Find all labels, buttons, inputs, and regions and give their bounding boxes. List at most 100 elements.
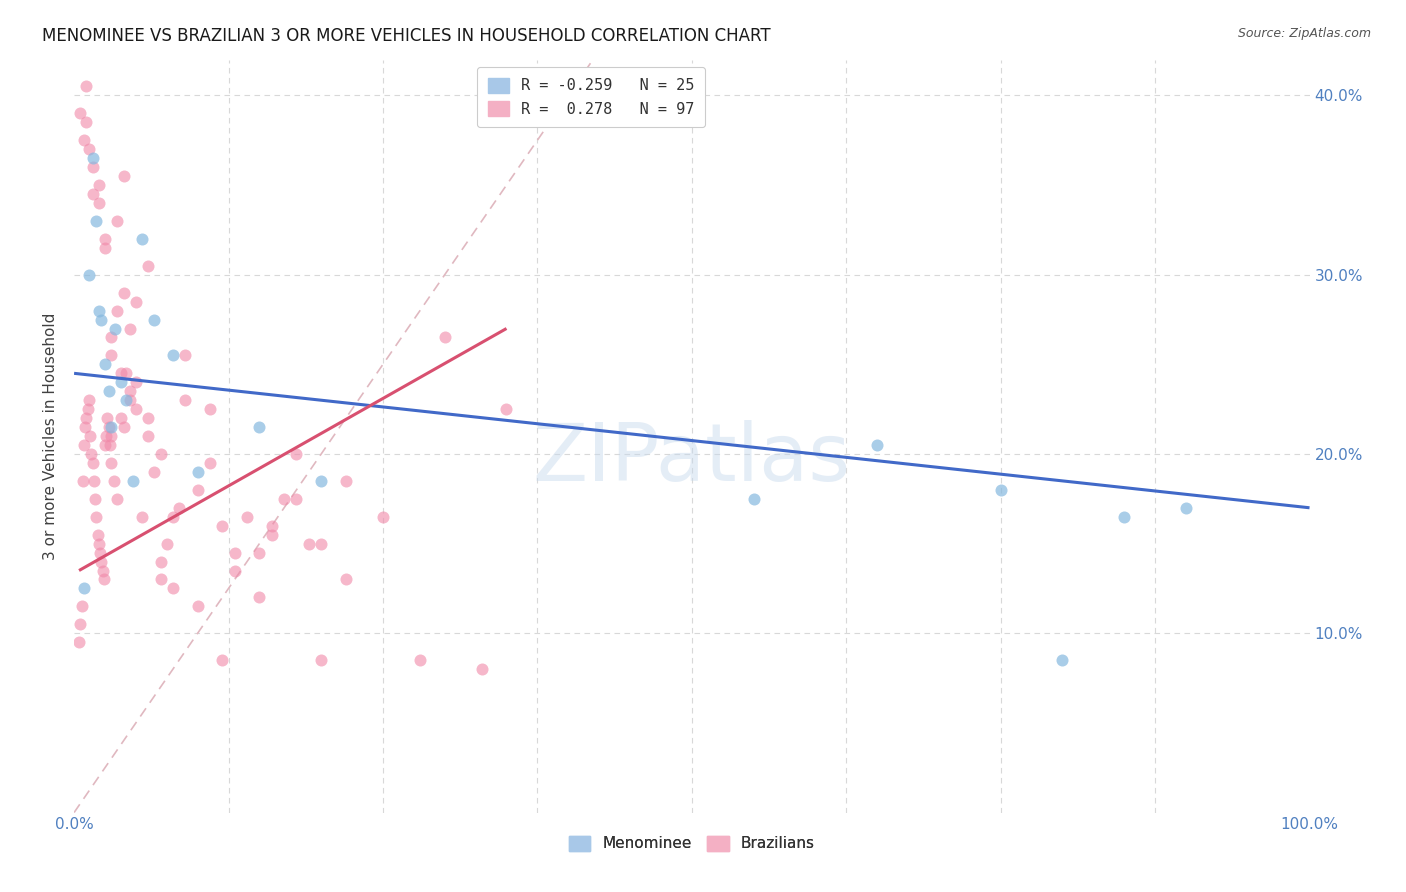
Point <box>67 635 90 649</box>
Point <box>236 509 259 524</box>
Point <box>75 115 97 129</box>
Point <box>174 393 197 408</box>
Point <box>224 546 246 560</box>
Point <box>90 555 112 569</box>
Point <box>86 214 108 228</box>
Point <box>110 376 132 390</box>
Point <box>83 474 105 488</box>
Point <box>118 393 141 408</box>
Point <box>125 376 148 390</box>
Point <box>866 438 889 452</box>
Point <box>69 617 91 632</box>
Point <box>86 509 108 524</box>
Text: Source: ZipAtlas.com: Source: ZipAtlas.com <box>1237 27 1371 40</box>
Point <box>136 259 159 273</box>
Point <box>77 393 100 408</box>
Point <box>260 518 283 533</box>
Point <box>86 527 108 541</box>
Point <box>112 169 135 183</box>
Point <box>131 509 153 524</box>
Point <box>79 429 101 443</box>
Point <box>122 474 145 488</box>
Point <box>96 411 118 425</box>
Point <box>247 591 270 605</box>
Point <box>82 187 104 202</box>
Point <box>335 474 357 488</box>
Point <box>100 420 122 434</box>
Point <box>247 546 270 560</box>
Point <box>77 268 100 282</box>
Point <box>409 653 432 667</box>
Point <box>187 483 209 497</box>
Point <box>143 312 166 326</box>
Point <box>495 402 517 417</box>
Point <box>433 330 456 344</box>
Point <box>87 178 110 192</box>
Point <box>211 518 233 533</box>
Point <box>162 509 184 524</box>
Point <box>309 536 332 550</box>
Point <box>187 465 209 479</box>
Point <box>94 438 117 452</box>
Point <box>87 536 110 550</box>
Point <box>97 384 120 399</box>
Point <box>371 509 394 524</box>
Point <box>285 447 308 461</box>
Point <box>309 474 332 488</box>
Point <box>76 402 98 417</box>
Point <box>93 573 115 587</box>
Point <box>156 536 179 550</box>
Point <box>96 429 118 443</box>
Point <box>80 447 103 461</box>
Point <box>115 367 138 381</box>
Point <box>75 79 97 94</box>
Point <box>97 420 120 434</box>
Point <box>70 599 93 614</box>
Point <box>273 491 295 506</box>
Point <box>1114 509 1136 524</box>
Point <box>115 393 138 408</box>
Point <box>125 294 148 309</box>
Point <box>136 429 159 443</box>
Point <box>1052 653 1074 667</box>
Point <box>167 500 190 515</box>
Point <box>72 474 94 488</box>
Point <box>82 151 104 165</box>
Text: MENOMINEE VS BRAZILIAN 3 OR MORE VEHICLES IN HOUSEHOLD CORRELATION CHART: MENOMINEE VS BRAZILIAN 3 OR MORE VEHICLE… <box>42 27 770 45</box>
Point <box>100 330 122 344</box>
Point <box>94 241 117 255</box>
Text: ZIPatlas: ZIPatlas <box>533 419 851 498</box>
Point <box>211 653 233 667</box>
Point <box>73 582 96 596</box>
Point <box>90 312 112 326</box>
Point <box>91 564 114 578</box>
Point <box>143 465 166 479</box>
Point <box>75 411 97 425</box>
Point <box>471 662 494 676</box>
Point <box>187 599 209 614</box>
Point <box>73 133 96 147</box>
Point <box>105 214 128 228</box>
Point <box>198 402 221 417</box>
Point <box>112 420 135 434</box>
Point <box>298 536 321 550</box>
Point <box>98 438 121 452</box>
Point <box>162 348 184 362</box>
Point <box>990 483 1012 497</box>
Point <box>125 402 148 417</box>
Point <box>198 456 221 470</box>
Point <box>69 106 91 120</box>
Point <box>136 411 159 425</box>
Point <box>118 321 141 335</box>
Point <box>335 573 357 587</box>
Point <box>162 582 184 596</box>
Point <box>1175 500 1198 515</box>
Point <box>89 546 111 560</box>
Point <box>94 232 117 246</box>
Point <box>309 653 332 667</box>
Point <box>149 573 172 587</box>
Point <box>84 491 107 506</box>
Point <box>742 491 765 506</box>
Point <box>105 491 128 506</box>
Legend: Menominee, Brazilians: Menominee, Brazilians <box>562 830 821 857</box>
